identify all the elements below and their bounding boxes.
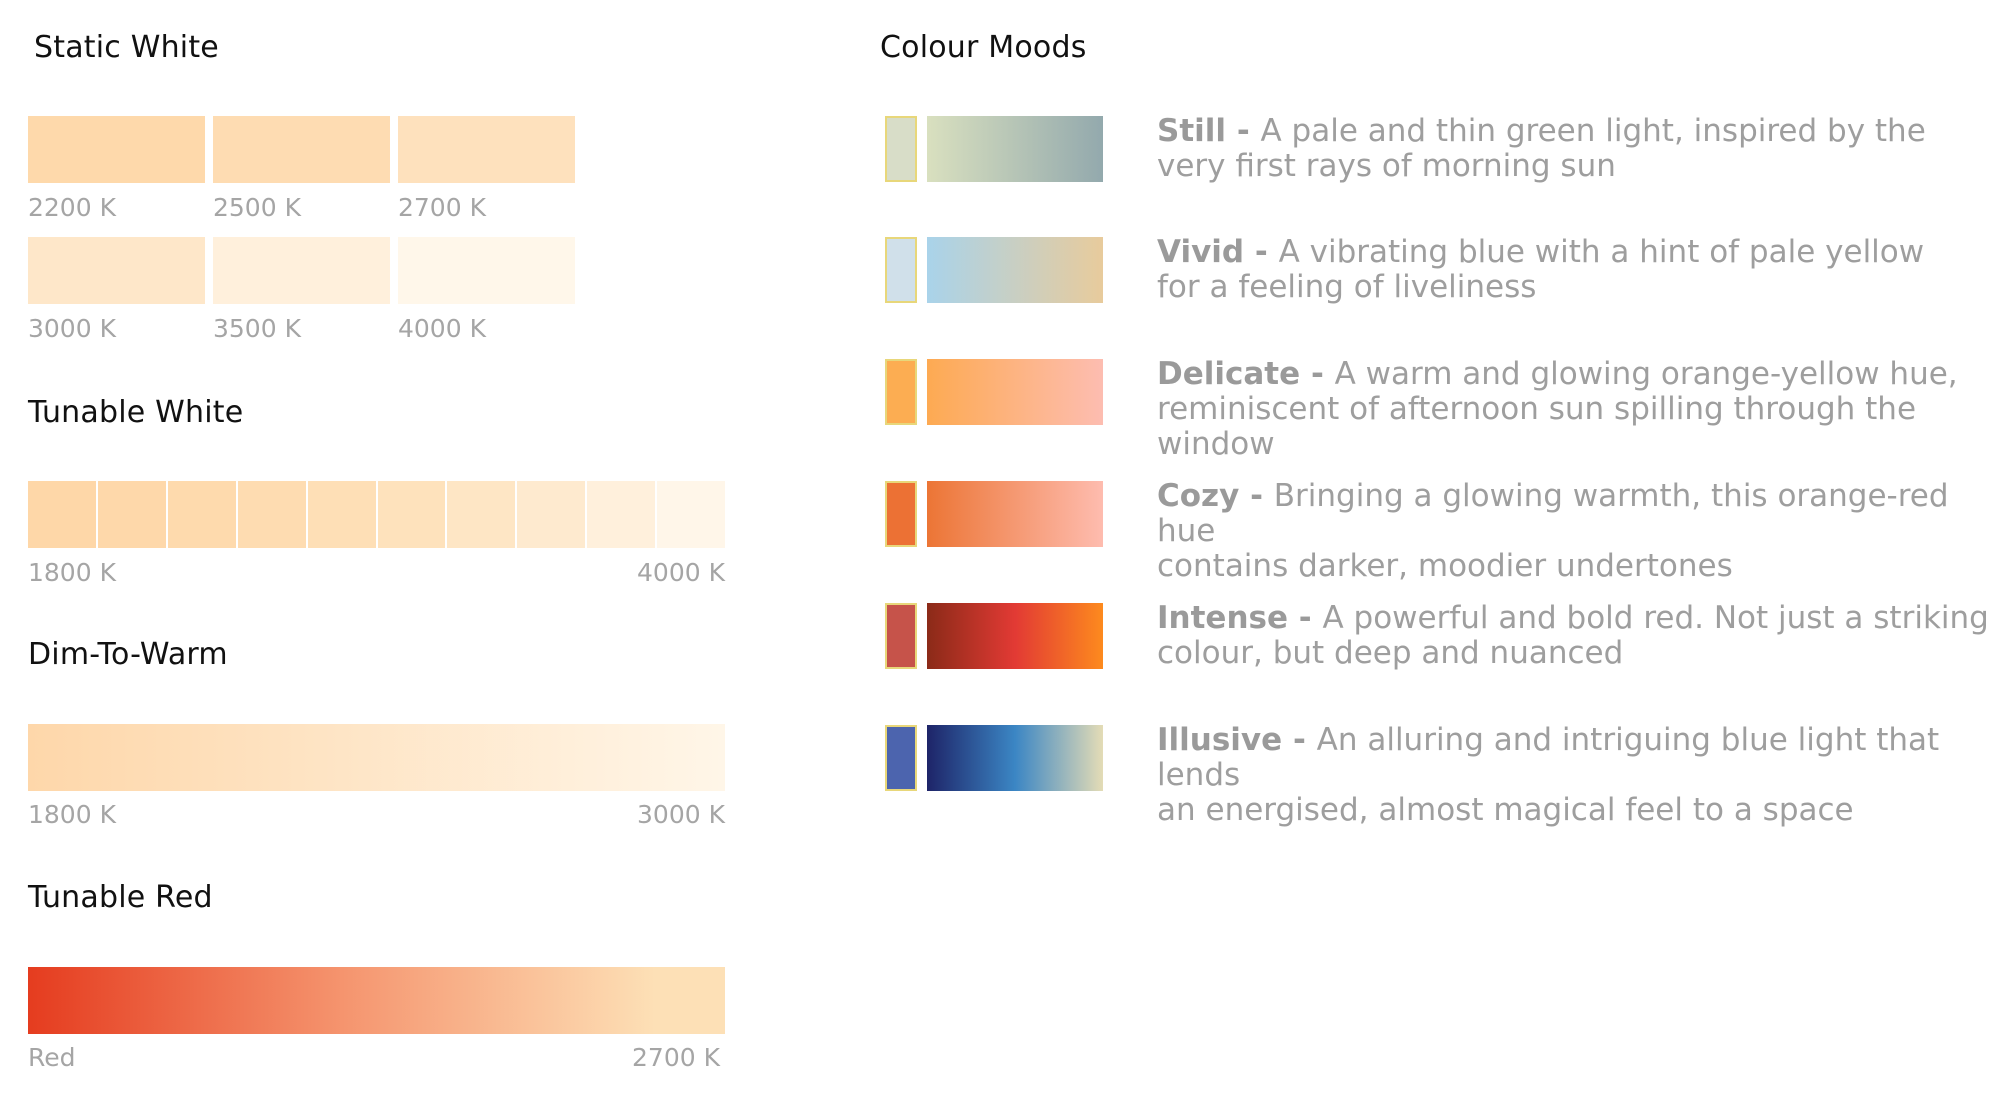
mood-vivid-line2: for a feeling of liveliness: [1157, 269, 1537, 305]
mood-intense-description: Intense - A powerful and bold red. Not j…: [1157, 601, 1997, 671]
mood-vivid-chip: [885, 237, 917, 303]
swatch-label-2500k: 2500 K: [213, 193, 301, 222]
mood-cozy-name: Cozy: [1157, 478, 1240, 514]
tunable-red-end-label: 2700 K: [632, 1043, 720, 1072]
dim-to-warm-start-label: 1800 K: [28, 800, 116, 829]
tunable-white-step: [377, 481, 448, 548]
tunable-white-step: [447, 481, 518, 548]
tunable-white-step: [167, 481, 238, 548]
swatch-3000k: [28, 237, 205, 304]
swatch-label-4000k: 4000 K: [398, 314, 486, 343]
tunable-white-step: [657, 481, 726, 548]
tunable-white-start-label: 1800 K: [28, 558, 116, 587]
mood-still-line1: A pale and thin green light, inspired by…: [1260, 113, 1926, 149]
mood-still-description: Still - A pale and thin green light, ins…: [1157, 114, 1997, 184]
mood-cozy-chip: [885, 481, 917, 547]
swatch-2200k: [28, 116, 205, 183]
colour-moods-heading: Colour Moods: [880, 30, 1087, 65]
mood-illusive-gradient: [927, 725, 1103, 791]
mood-separator: -: [1282, 722, 1317, 758]
mood-vivid-description: Vivid - A vibrating blue with a hint of …: [1157, 235, 1997, 305]
mood-separator: -: [1226, 113, 1261, 149]
tunable-white-heading: Tunable White: [28, 395, 244, 430]
tunable-red-heading: Tunable Red: [28, 880, 213, 915]
swatch-label-3000k: 3000 K: [28, 314, 116, 343]
mood-separator: -: [1288, 600, 1323, 636]
mood-still-chip: [885, 116, 917, 182]
mood-delicate-gradient: [927, 359, 1103, 425]
swatch-label-3500k: 3500 K: [213, 314, 301, 343]
mood-separator: -: [1244, 234, 1279, 270]
mood-delicate-name: Delicate: [1157, 356, 1301, 392]
mood-delicate-description: Delicate - A warm and glowing orange-yel…: [1157, 357, 1997, 462]
mood-vivid-line1: A vibrating blue with a hint of pale yel…: [1278, 234, 1925, 270]
swatch-2700k: [398, 116, 575, 183]
swatch-label-2200k: 2200 K: [28, 193, 116, 222]
tunable-white-end-label: 4000 K: [637, 558, 725, 587]
tunable-white-step: [587, 481, 658, 548]
tunable-red-start-label: Red: [28, 1043, 76, 1072]
swatch-3500k: [213, 237, 390, 304]
tunable-white-step: [97, 481, 168, 548]
tunable-white-step: [307, 481, 378, 548]
mood-vivid-name: Vivid: [1157, 234, 1245, 270]
mood-delicate-line1: A warm and glowing orange-yellow hue,: [1334, 356, 1958, 392]
dim-to-warm-heading: Dim-To-Warm: [28, 637, 228, 672]
mood-still-gradient: [927, 116, 1103, 182]
dim-to-warm-gradient: [28, 724, 725, 791]
mood-intense-name: Intense: [1157, 600, 1288, 636]
tunable-white-step: [28, 481, 98, 548]
tunable-white-scale: [28, 481, 726, 548]
dim-to-warm-end-label: 3000 K: [637, 800, 725, 829]
mood-cozy-gradient: [927, 481, 1103, 547]
mood-intense-line2: colour, but deep and nuanced: [1157, 635, 1624, 671]
mood-cozy-line1: Bringing a glowing warmth, this orange-r…: [1157, 478, 1949, 549]
mood-cozy-line2: contains darker, moodier undertones: [1157, 548, 1733, 584]
static-white-heading: Static White: [34, 30, 219, 65]
tunable-white-step: [517, 481, 588, 548]
swatch-label-2700k: 2700 K: [398, 193, 486, 222]
mood-illusive-line1: An alluring and intriguing blue light th…: [1157, 722, 1940, 793]
swatch-2500k: [213, 116, 390, 183]
mood-illusive-line2: an energised, almost magical feel to a s…: [1157, 792, 1854, 828]
swatch-4000k: [398, 237, 575, 304]
mood-separator: -: [1239, 478, 1274, 514]
mood-still-line2: very first rays of morning sun: [1157, 148, 1616, 184]
mood-illusive-description: Illusive - An alluring and intriguing bl…: [1157, 723, 1997, 828]
mood-intense-gradient: [927, 603, 1103, 669]
tunable-white-step: [237, 481, 308, 548]
mood-vivid-gradient: [927, 237, 1103, 303]
mood-delicate-line2: reminiscent of afternoon sun spilling th…: [1157, 391, 1917, 462]
mood-illusive-chip: [885, 725, 917, 791]
mood-cozy-description: Cozy - Bringing a glowing warmth, this o…: [1157, 479, 1997, 584]
mood-intense-chip: [885, 603, 917, 669]
mood-still-name: Still: [1157, 113, 1227, 149]
mood-intense-line1: A powerful and bold red. Not just a stri…: [1322, 600, 1989, 636]
mood-delicate-chip: [885, 359, 917, 425]
tunable-red-gradient: [28, 967, 725, 1034]
mood-separator: -: [1300, 356, 1335, 392]
mood-illusive-name: Illusive: [1157, 722, 1283, 758]
